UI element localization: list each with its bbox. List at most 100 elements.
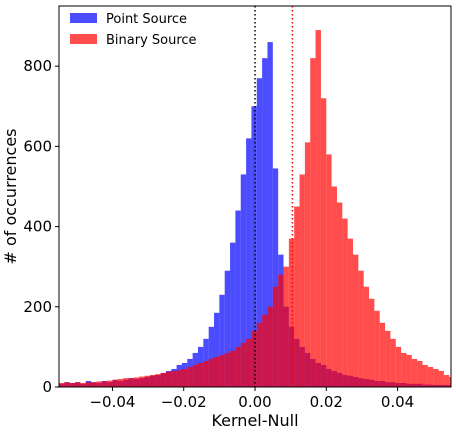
histogram-bar — [267, 306, 273, 387]
x-tick-label: 0.04 — [381, 393, 414, 411]
x-axis-ticks: −0.04 −0.02 0.00 0.02 0.04 — [89, 387, 414, 411]
histogram-bar — [283, 266, 289, 387]
histogram-bar — [101, 381, 108, 387]
legend: Point Source Binary Source — [70, 12, 197, 48]
x-tick-label: 0.00 — [238, 393, 271, 411]
histogram-bar — [75, 382, 81, 387]
histogram-bar — [294, 206, 300, 387]
histogram-bar — [262, 314, 268, 387]
histogram-bar — [326, 154, 332, 387]
histogram-bar — [331, 186, 337, 387]
x-tick-label: −0.02 — [161, 393, 207, 411]
histogram-bar — [230, 242, 236, 387]
histogram-bar — [139, 376, 145, 387]
histogram-bar — [251, 106, 257, 388]
histogram-bar — [214, 312, 220, 387]
histogram-bar — [246, 338, 252, 387]
y-tick-label: 200 — [23, 298, 52, 316]
histogram-bar — [358, 270, 364, 387]
legend-item: Point Source — [70, 12, 187, 27]
histogram-bar — [315, 30, 321, 387]
histogram-bar — [64, 382, 70, 387]
x-axis-label: Kernel-Null — [211, 411, 298, 430]
histogram-bar — [272, 286, 279, 387]
histogram-bar — [112, 379, 118, 387]
series-binary-source-bars — [59, 30, 451, 388]
histogram-bar — [117, 378, 124, 387]
histogram-bar — [230, 350, 236, 387]
histogram-bar — [171, 370, 177, 387]
histogram-bar — [342, 218, 348, 387]
histogram-bar — [438, 370, 444, 387]
histogram-bar — [69, 382, 76, 387]
histogram-bar — [417, 360, 423, 387]
histogram-bar — [449, 376, 451, 387]
histogram-bar — [181, 368, 188, 387]
histogram-bar — [406, 354, 412, 387]
histogram-bar — [272, 168, 279, 387]
histogram-bar — [401, 352, 407, 387]
histogram-bar — [304, 142, 311, 387]
histogram-bar — [374, 310, 380, 387]
histogram-bar — [433, 368, 439, 387]
histogram-bar — [149, 374, 156, 387]
histogram-bar — [390, 338, 396, 387]
histogram-bar — [369, 298, 375, 387]
histogram-bar — [219, 354, 225, 387]
histogram-bar — [107, 380, 113, 387]
histogram-bar — [379, 322, 386, 387]
histogram-bar — [395, 346, 402, 387]
y-axis-label: # of occurrences — [1, 128, 20, 264]
histogram-bar — [197, 362, 204, 387]
histogram-bar — [144, 375, 150, 387]
histogram-bar — [224, 270, 231, 387]
histogram-bar — [133, 377, 140, 387]
histogram-bar — [363, 286, 370, 387]
histogram-bar — [411, 358, 418, 387]
histogram-bar — [299, 174, 305, 387]
x-tick-label: −0.04 — [89, 393, 135, 411]
legend-item: Binary Source — [70, 33, 197, 48]
legend-swatch — [70, 34, 97, 44]
histogram-bar — [219, 294, 225, 387]
histogram-bar — [59, 382, 65, 387]
histogram-bar — [251, 330, 257, 387]
histogram-bar — [165, 371, 172, 387]
histogram-bar — [91, 382, 97, 387]
histogram-bar — [80, 382, 86, 387]
histogram-bar — [203, 360, 209, 387]
histogram-bar — [422, 364, 428, 387]
x-tick-label: 0.02 — [310, 393, 343, 411]
histogram-bar — [347, 238, 353, 387]
histogram-bar — [128, 378, 134, 387]
y-tick-label: 400 — [23, 218, 52, 236]
bars-layer — [59, 30, 451, 388]
histogram-bar — [310, 58, 316, 387]
histogram-bar — [336, 202, 343, 387]
histogram-bar — [443, 374, 450, 387]
histogram-bar — [192, 364, 198, 387]
histogram-bar — [288, 238, 295, 387]
histogram-bar — [267, 42, 273, 388]
histogram-bar — [256, 78, 263, 387]
histogram-bar — [385, 330, 391, 387]
histogram-bar — [96, 381, 102, 387]
histogram-bar — [427, 366, 434, 387]
histogram-bar — [262, 58, 268, 387]
histogram-bar — [235, 346, 241, 387]
histogram-bar — [176, 370, 182, 387]
legend-label: Binary Source — [106, 33, 197, 48]
histogram-bar — [246, 138, 252, 387]
histogram-bar — [320, 98, 327, 388]
histogram-bar — [214, 356, 220, 387]
histogram-bar — [208, 358, 215, 387]
histogram-bar — [278, 274, 284, 387]
y-tick-label: 800 — [23, 57, 52, 75]
legend-swatch — [70, 13, 97, 23]
y-tick-label: 600 — [23, 137, 52, 155]
histogram-bar — [155, 374, 161, 387]
histogram-bar — [235, 210, 241, 387]
histogram-bar — [160, 372, 166, 387]
